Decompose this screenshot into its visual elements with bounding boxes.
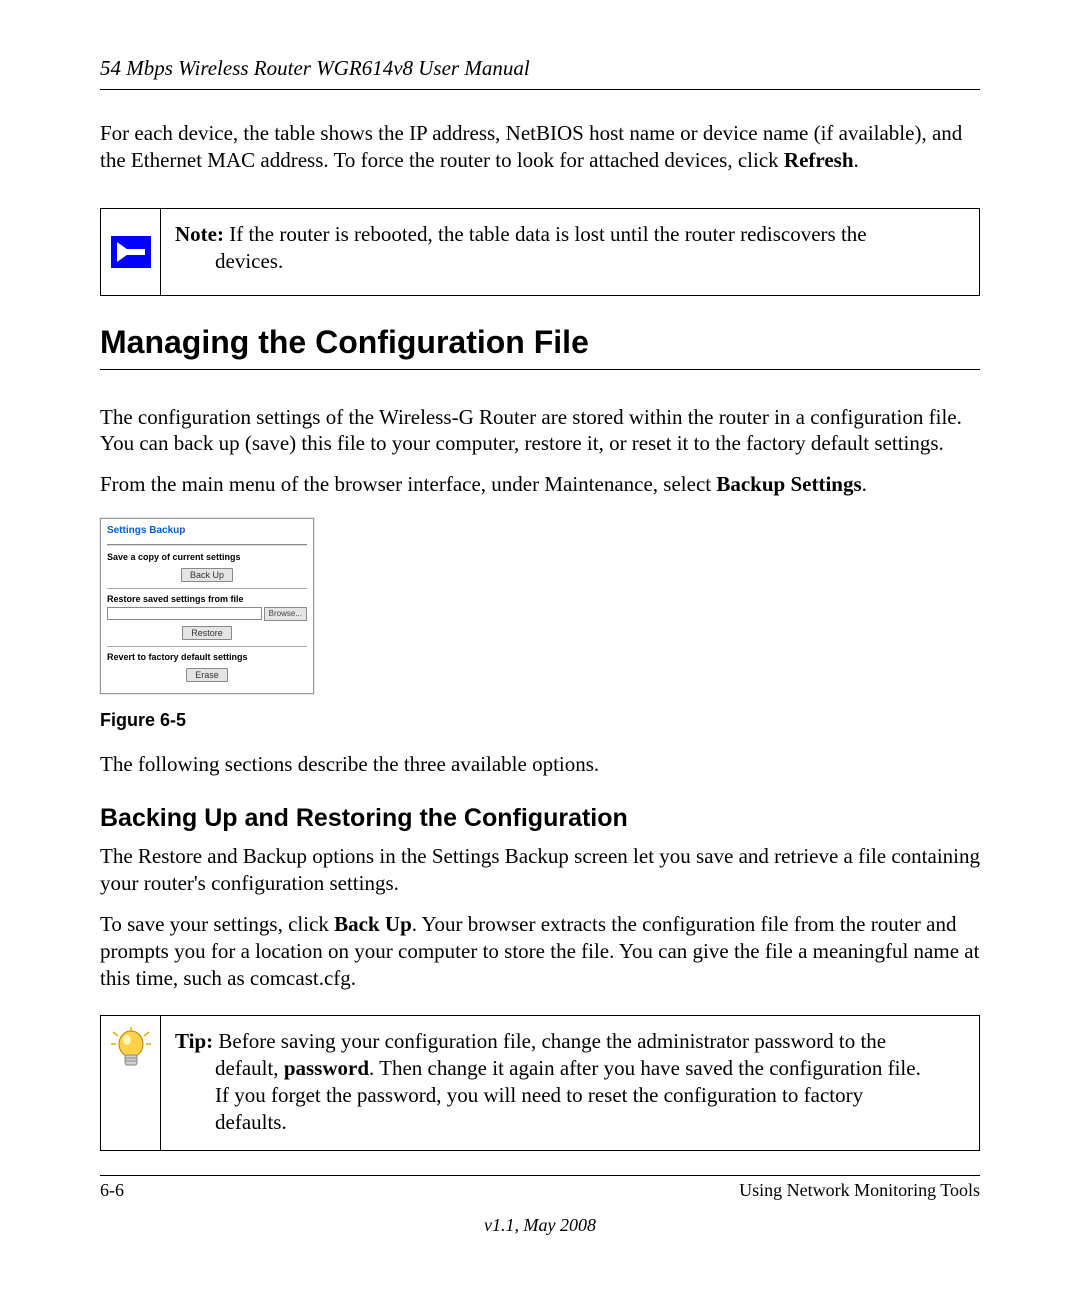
section1-p2-a: From the main menu of the browser interf…: [100, 472, 716, 496]
page-header: 54 Mbps Wireless Router WGR614v8 User Ma…: [100, 56, 980, 90]
back-up-bold: Back Up: [334, 912, 412, 936]
lightbulb-icon: [109, 1026, 153, 1074]
section1-p2: From the main menu of the browser interf…: [100, 471, 980, 498]
figure-after-text: The following sections describe the thre…: [100, 751, 980, 778]
section1-p1: The configuration settings of the Wirele…: [100, 404, 980, 458]
figure-caption: Figure 6-5: [100, 710, 980, 731]
tip-line4: defaults.: [175, 1109, 921, 1136]
tip-icon-cell: [101, 1016, 161, 1150]
page-number: 6-6: [100, 1180, 124, 1201]
settings-backup-screenshot: Settings Backup Save a copy of current s…: [100, 518, 314, 694]
password-bold: password: [284, 1056, 369, 1080]
tip-line2a: default,: [215, 1056, 284, 1080]
section-heading-backing-up: Backing Up and Restoring the Configurati…: [100, 804, 980, 833]
file-path-input[interactable]: [107, 607, 262, 620]
section-title-footer: Using Network Monitoring Tools: [739, 1180, 980, 1201]
note-icon-cell: [101, 209, 161, 295]
divider: [107, 588, 307, 589]
browse-button[interactable]: Browse...: [264, 607, 307, 621]
note-line2: devices.: [175, 248, 867, 275]
section2-p1: The Restore and Backup options in the Se…: [100, 843, 980, 897]
intro-text-b: .: [854, 148, 859, 172]
erase-button[interactable]: Erase: [186, 668, 228, 682]
section2-p2: To save your settings, click Back Up. Yo…: [100, 911, 980, 992]
divider: [107, 646, 307, 647]
screenshot-title: Settings Backup: [107, 525, 307, 536]
note-text: Note: If the router is rebooted, the tab…: [161, 209, 883, 295]
tip-box: Tip: Before saving your configuration fi…: [100, 1015, 980, 1151]
divider: [107, 544, 307, 546]
tip-line1: Before saving your configuration file, c…: [213, 1029, 886, 1053]
tip-text: Tip: Before saving your configuration fi…: [161, 1016, 937, 1150]
note-label: Note:: [175, 222, 224, 246]
restore-label: Restore saved settings from file: [107, 594, 307, 604]
backup-button[interactable]: Back Up: [181, 568, 233, 582]
footer-row: 6-6 Using Network Monitoring Tools: [100, 1180, 980, 1201]
section-heading-managing: Managing the Configuration File: [100, 324, 980, 370]
revert-label: Revert to factory default settings: [107, 652, 307, 662]
footer-rule: [100, 1175, 980, 1176]
intro-paragraph: For each device, the table shows the IP …: [100, 120, 980, 174]
backup-settings-bold: Backup Settings: [716, 472, 861, 496]
footer-version: v1.1, May 2008: [100, 1215, 980, 1236]
refresh-bold: Refresh: [784, 148, 854, 172]
note-box: Note: If the router is rebooted, the tab…: [100, 208, 980, 296]
tip-line3: If you forget the password, you will nee…: [175, 1082, 921, 1109]
tip-line2b: . Then change it again after you have sa…: [369, 1056, 921, 1080]
section2-p2-a: To save your settings, click: [100, 912, 334, 936]
figure-wrapper: Settings Backup Save a copy of current s…: [100, 518, 980, 731]
arrow-right-icon: [111, 236, 151, 268]
tip-label: Tip:: [175, 1029, 213, 1053]
save-copy-label: Save a copy of current settings: [107, 552, 307, 562]
section1-p2-b: .: [862, 472, 867, 496]
note-line1: If the router is rebooted, the table dat…: [224, 222, 867, 246]
restore-button[interactable]: Restore: [182, 626, 232, 640]
